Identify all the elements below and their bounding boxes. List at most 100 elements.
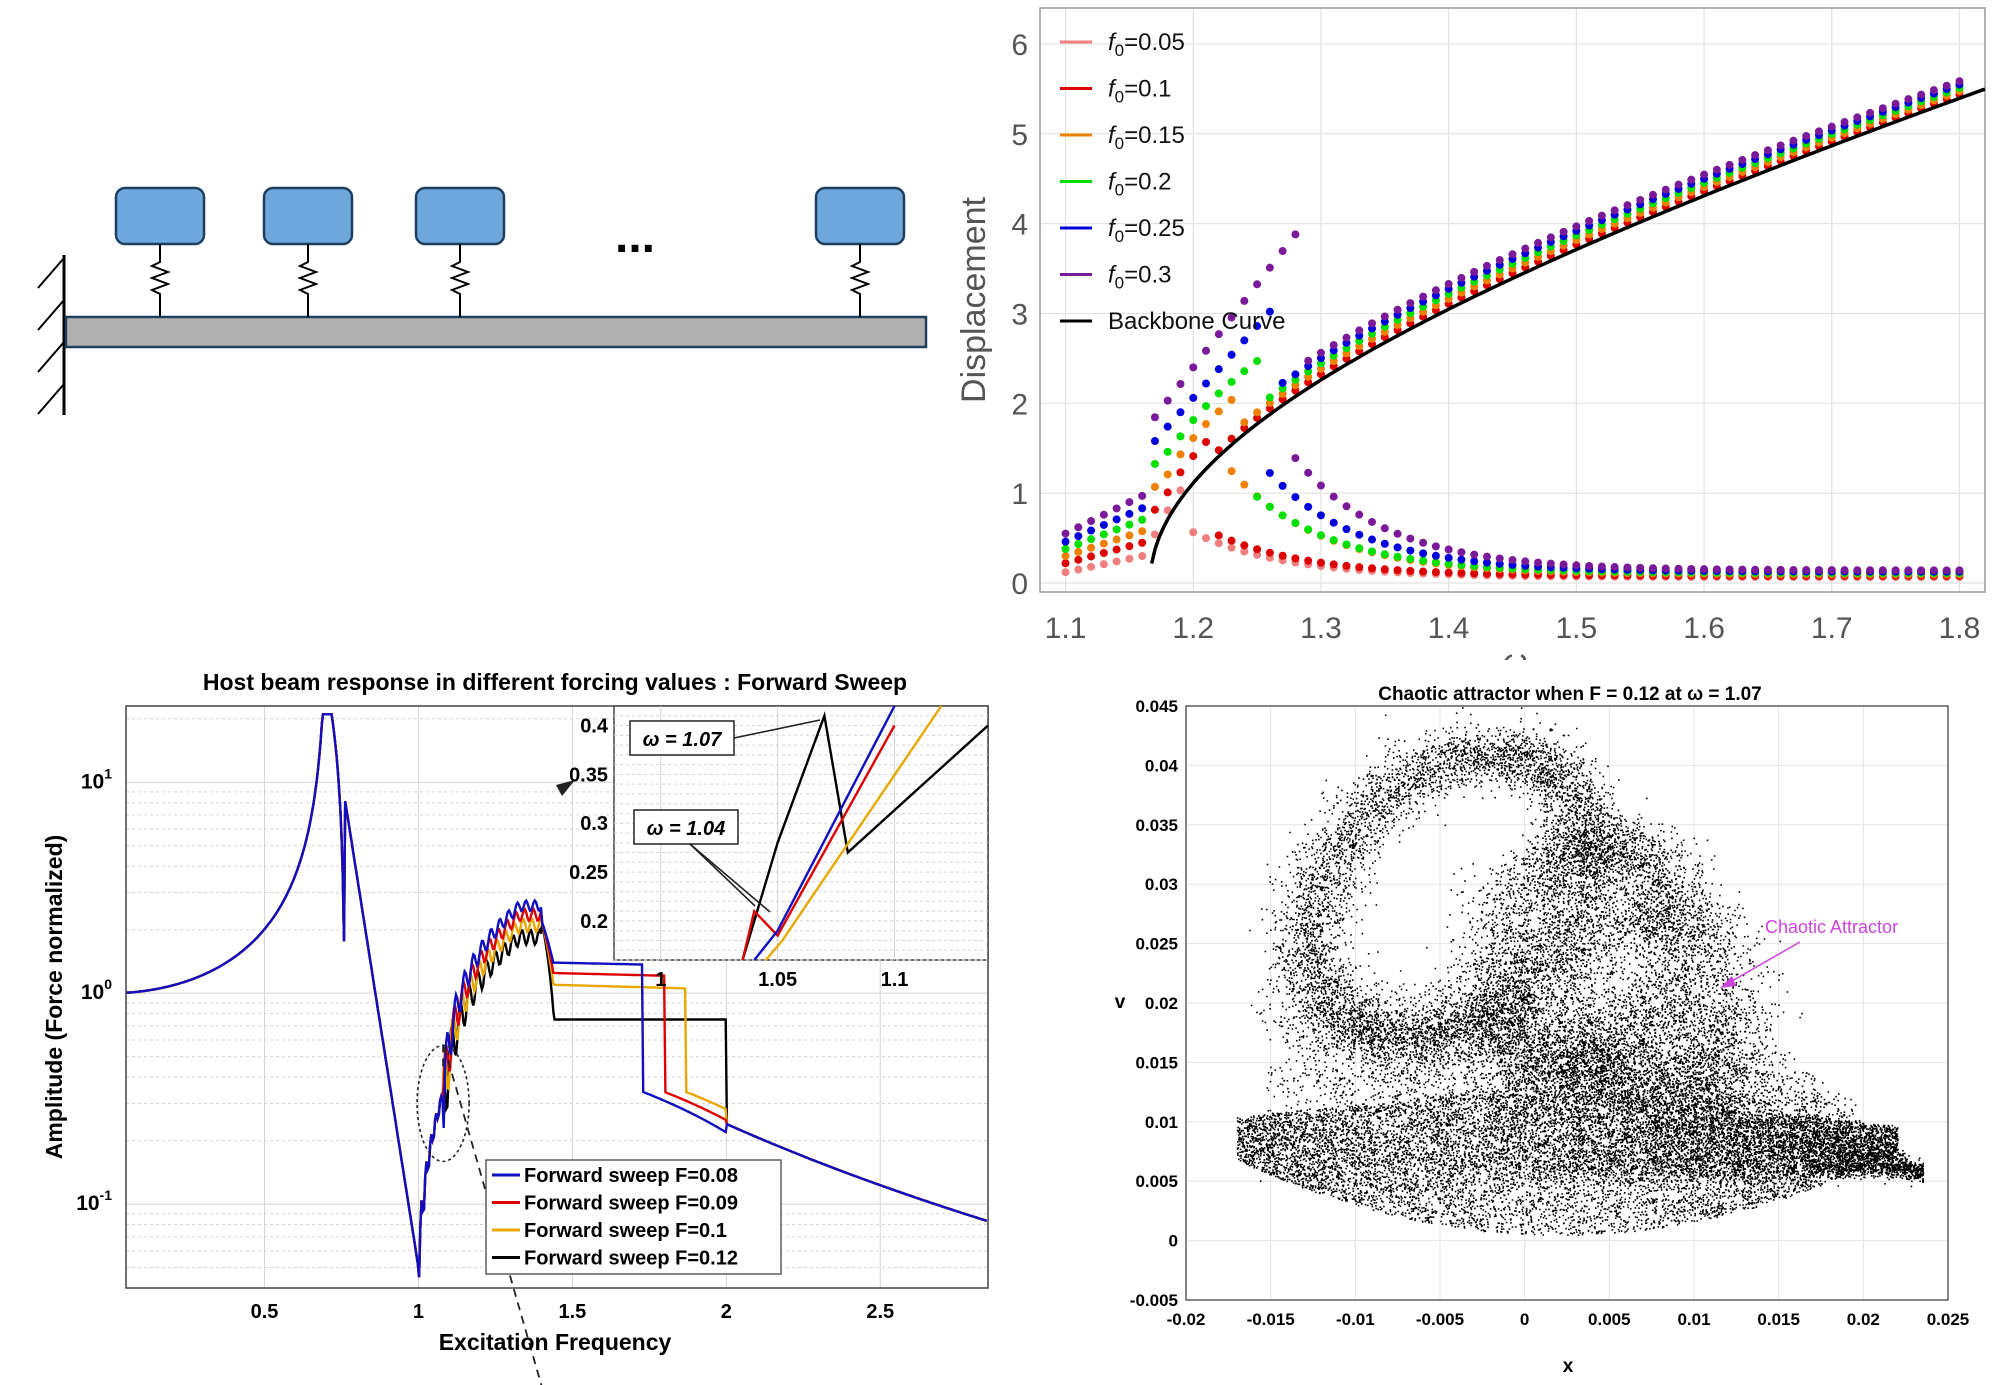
data-point [1176, 450, 1185, 459]
data-point [1585, 561, 1594, 570]
data-point [1176, 408, 1185, 417]
data-point [1176, 380, 1185, 389]
chart-title: Host beam response in different forcing … [203, 669, 907, 695]
y-tick-label: 2 [1011, 388, 1028, 421]
data-point [1840, 566, 1849, 575]
data-point [1419, 567, 1428, 576]
y-tick-label: 101 [81, 765, 112, 793]
data-point [1061, 552, 1070, 561]
legend-label: Forward sweep F=0.1 [524, 1220, 727, 1242]
data-point [1725, 160, 1734, 169]
data-point [1521, 557, 1530, 566]
data-point [1419, 538, 1428, 547]
data-point [1329, 518, 1338, 527]
x-tick-label: 1.5 [558, 1301, 586, 1323]
data-point [1866, 566, 1875, 575]
data-point [1125, 520, 1134, 529]
data-point [1138, 538, 1147, 547]
resonator-mass [114, 186, 206, 246]
data-point [1482, 552, 1491, 561]
data-point [1087, 517, 1096, 526]
x-axis-label: Excitation Frequency [439, 1329, 672, 1355]
data-point [1291, 230, 1300, 239]
x-tick-label: 0 [1520, 1310, 1529, 1329]
data-point [1061, 529, 1070, 538]
data-point [1789, 565, 1798, 574]
data-point [1112, 557, 1121, 566]
data-point [1138, 504, 1147, 513]
data-point [1572, 222, 1581, 231]
data-point [1955, 77, 1964, 86]
annotation-arrow [733, 719, 821, 739]
data-point [1942, 566, 1951, 575]
data-point [1061, 559, 1070, 568]
data-point [1087, 535, 1096, 544]
data-point [1087, 552, 1096, 561]
data-point [1482, 261, 1491, 270]
data-point [1674, 564, 1683, 573]
y-tick-label: 1 [1011, 478, 1028, 511]
data-point [1253, 545, 1262, 554]
data-point [1878, 566, 1887, 575]
data-point [1866, 108, 1875, 117]
data-point [1329, 492, 1338, 501]
data-point [1253, 492, 1262, 501]
y-tick-label: 0.04 [1145, 756, 1179, 775]
inset-x-tick-label: 1.1 [881, 969, 909, 991]
data-point [1227, 536, 1236, 545]
backbone-chart-panel: 1.1 1.2 1.3 1.4 1.5 1.6 1.7 1.8 0 1 2 3 4 5 6 ω f0=0.05… [960, 0, 2000, 660]
data-point [1776, 565, 1785, 574]
data-point [1202, 379, 1211, 388]
y-tick-label: -0.005 [1130, 1291, 1178, 1310]
chart-title: Chaotic attractor when F = 0.12 at ω = 1… [1378, 684, 1762, 705]
data-point [1342, 333, 1351, 342]
fixed-support [37, 255, 66, 415]
data-point [1240, 367, 1249, 376]
y-tick-label: 5 [1011, 119, 1028, 152]
data-point [1150, 505, 1159, 514]
data-point [1112, 545, 1121, 554]
y-tick-label: 0.02 [1145, 994, 1178, 1013]
data-point [1534, 558, 1543, 567]
data-point [1227, 543, 1236, 552]
legend-label: f0=0.3 [1108, 262, 1172, 293]
data-point [1585, 217, 1594, 226]
spring [149, 244, 171, 317]
data-point [1802, 566, 1811, 575]
data-point [1202, 420, 1211, 429]
data-point [1342, 540, 1351, 549]
attractor-points [1236, 707, 1925, 1236]
x-tick-label: 1.3 [1300, 612, 1342, 645]
legend-label: f0=0.05 [1108, 29, 1185, 60]
data-point [1904, 95, 1913, 104]
data-point [1227, 377, 1236, 386]
inset-series-line [741, 711, 989, 961]
data-point [1814, 566, 1823, 575]
data-point [1291, 370, 1300, 379]
y-tick-label: 0.005 [1135, 1172, 1178, 1191]
data-point [1929, 566, 1938, 575]
data-point [1444, 568, 1453, 577]
data-point [1559, 227, 1568, 236]
data-point [1240, 424, 1249, 433]
annotation-text: ω = 1.07 [643, 729, 722, 751]
data-point [1368, 319, 1377, 328]
data-point [1827, 122, 1836, 131]
inset-y-tick-label: 0.25 [569, 862, 608, 884]
beam-diagram-panel: ... [0, 0, 960, 650]
y-tick-label: 0.03 [1145, 875, 1178, 894]
data-point [1431, 558, 1440, 567]
annotation-text: ω = 1.04 [647, 818, 725, 840]
data-point [1202, 402, 1211, 411]
x-tick-label: 0.005 [1588, 1310, 1631, 1329]
data-point [1278, 551, 1287, 560]
sweep-chart-panel: Host beam response in different forcing … [0, 660, 1000, 1385]
data-point [1125, 542, 1134, 551]
series-f0=0.1 [1061, 90, 1964, 580]
data-point [1546, 233, 1555, 242]
data-point [1125, 509, 1134, 518]
data-point [1444, 545, 1453, 554]
data-point [1304, 502, 1313, 511]
data-point [1840, 118, 1849, 127]
resonator [262, 186, 354, 317]
